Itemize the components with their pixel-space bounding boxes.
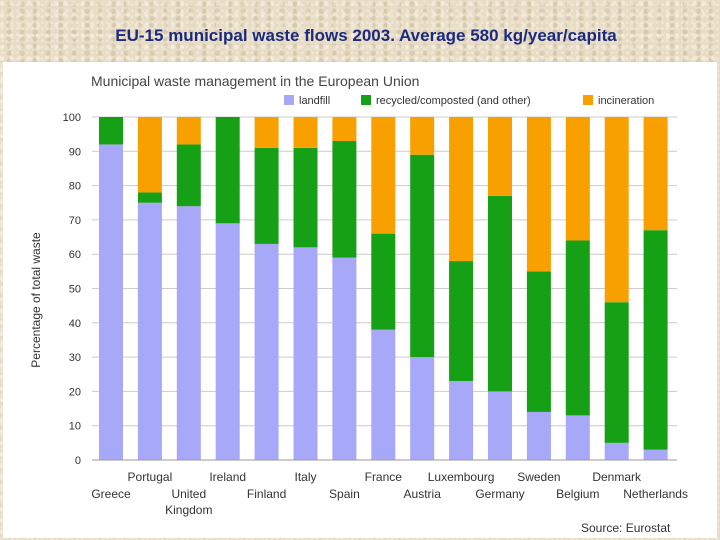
bar-luxembourg-incineration: [449, 117, 474, 262]
bar-belgium-recycled: [565, 240, 590, 416]
legend-swatch-recycled: [361, 95, 371, 105]
bar-germany-incineration: [488, 117, 512, 196]
y-tick-label: 80: [69, 181, 81, 193]
bar-austria-incineration: [410, 117, 435, 155]
bar-finland-recycled: [254, 147, 279, 244]
bar-netherlands-landfill: [643, 449, 668, 460]
bar-belgium-incineration: [565, 117, 590, 241]
legend-item-incineration: incineration: [583, 95, 654, 107]
bar-denmark-incineration: [604, 117, 629, 303]
y-tick-label: 10: [69, 421, 81, 433]
bar-portugal-landfill: [137, 202, 162, 460]
y-tick-label: 40: [69, 318, 81, 330]
bar-sweden-recycled: [526, 271, 551, 412]
bar-germany-landfill: [488, 391, 512, 460]
bar-france-recycled: [371, 233, 396, 330]
x-tick-label: France: [365, 470, 403, 484]
bar-netherlands-recycled: [643, 230, 668, 450]
bar-ireland-landfill: [215, 223, 240, 460]
bar-spain-landfill: [332, 257, 357, 460]
bar-belgium-landfill: [565, 415, 590, 460]
bar-france-landfill: [371, 329, 396, 460]
x-tick-label: Netherlands: [623, 487, 688, 501]
bars: [99, 117, 668, 460]
y-tick-label: 60: [69, 249, 81, 261]
y-axis-label: Percentage of total waste: [29, 232, 43, 368]
bar-italy-recycled: [293, 147, 318, 248]
bar-united-kingdom-incineration: [176, 117, 201, 145]
y-tick-label: 50: [69, 284, 81, 296]
x-tick-label: Luxembourg: [428, 470, 495, 484]
bar-spain-incineration: [332, 117, 357, 142]
y-tick-label: 30: [69, 352, 81, 364]
x-tick-label: Italy: [294, 470, 316, 484]
bar-netherlands-incineration: [643, 117, 668, 231]
bar-luxembourg-recycled: [449, 261, 474, 382]
chart-panel: Municipal waste management in the Europe…: [3, 62, 717, 538]
x-tick-label: Finland: [247, 487, 286, 501]
bar-united-kingdom-recycled: [176, 144, 201, 207]
bar-luxembourg-landfill: [449, 381, 474, 460]
slide-title: EU-15 municipal waste flows 2003. Averag…: [115, 26, 617, 45]
chart-title: Municipal waste management in the Europe…: [91, 73, 419, 89]
bar-austria-landfill: [410, 357, 435, 460]
bar-ireland-recycled: [215, 117, 240, 224]
source-note: Source: Eurostat: [581, 521, 671, 535]
legend-swatch-landfill: [284, 95, 294, 105]
x-tick-label: Sweden: [517, 470, 560, 484]
bar-denmark-recycled: [604, 302, 629, 443]
bar-france-incineration: [371, 117, 396, 234]
y-tick-label: 70: [69, 215, 81, 227]
x-tick-label: Belgium: [556, 487, 599, 501]
y-tick-label: 20: [69, 386, 81, 398]
bar-germany-recycled: [488, 195, 512, 392]
bar-greece-landfill: [99, 144, 123, 460]
bar-spain-recycled: [332, 141, 357, 258]
bar-finland-incineration: [254, 117, 279, 148]
y-tick-label: 100: [63, 112, 81, 124]
bar-sweden-landfill: [526, 411, 551, 460]
bar-portugal-incineration: [137, 117, 162, 193]
bar-denmark-landfill: [604, 442, 629, 460]
x-tick-label: Portugal: [128, 470, 173, 484]
y-tick-label: 90: [69, 146, 81, 158]
legend-item-recycled: recycled/composted (and other): [361, 95, 531, 107]
bar-finland-landfill: [254, 243, 279, 460]
x-axis-labels: Greece Portugal United Kingdom IrelandFinlan…: [91, 470, 688, 517]
x-tick-label: Greece: [91, 487, 131, 501]
stacked-bar-chart: Municipal waste management in the Europe…: [29, 73, 688, 517]
legend-label-recycled: recycled/composted (and other): [376, 95, 531, 107]
y-axis-ticks: 0 10 20 30 40 50 60 70 80 90 100: [63, 112, 81, 467]
x-tick-label: Germany: [475, 487, 524, 501]
legend: landfill recycled/composted (and other) …: [284, 95, 654, 107]
x-tick-label: Ireland: [209, 470, 246, 484]
bar-italy-landfill: [293, 247, 318, 460]
bar-italy-incineration: [293, 117, 318, 148]
legend-item-landfill: landfill: [284, 95, 330, 107]
x-tick-label: Kingdom: [165, 503, 212, 517]
x-tick-label: Denmark: [592, 470, 642, 484]
legend-swatch-incineration: [583, 95, 593, 105]
x-tick-label: Spain: [329, 487, 360, 501]
legend-label-landfill: landfill: [299, 95, 330, 107]
bar-united-kingdom-landfill: [176, 206, 201, 460]
bar-sweden-incineration: [526, 117, 551, 272]
x-tick-label: United: [171, 487, 206, 501]
y-tick-label: 0: [75, 455, 81, 467]
x-tick-label: Austria: [404, 487, 442, 501]
legend-label-incineration: incineration: [598, 95, 654, 107]
bar-portugal-recycled: [137, 192, 162, 203]
bar-austria-recycled: [410, 154, 435, 358]
bar-greece-recycled: [99, 117, 123, 145]
